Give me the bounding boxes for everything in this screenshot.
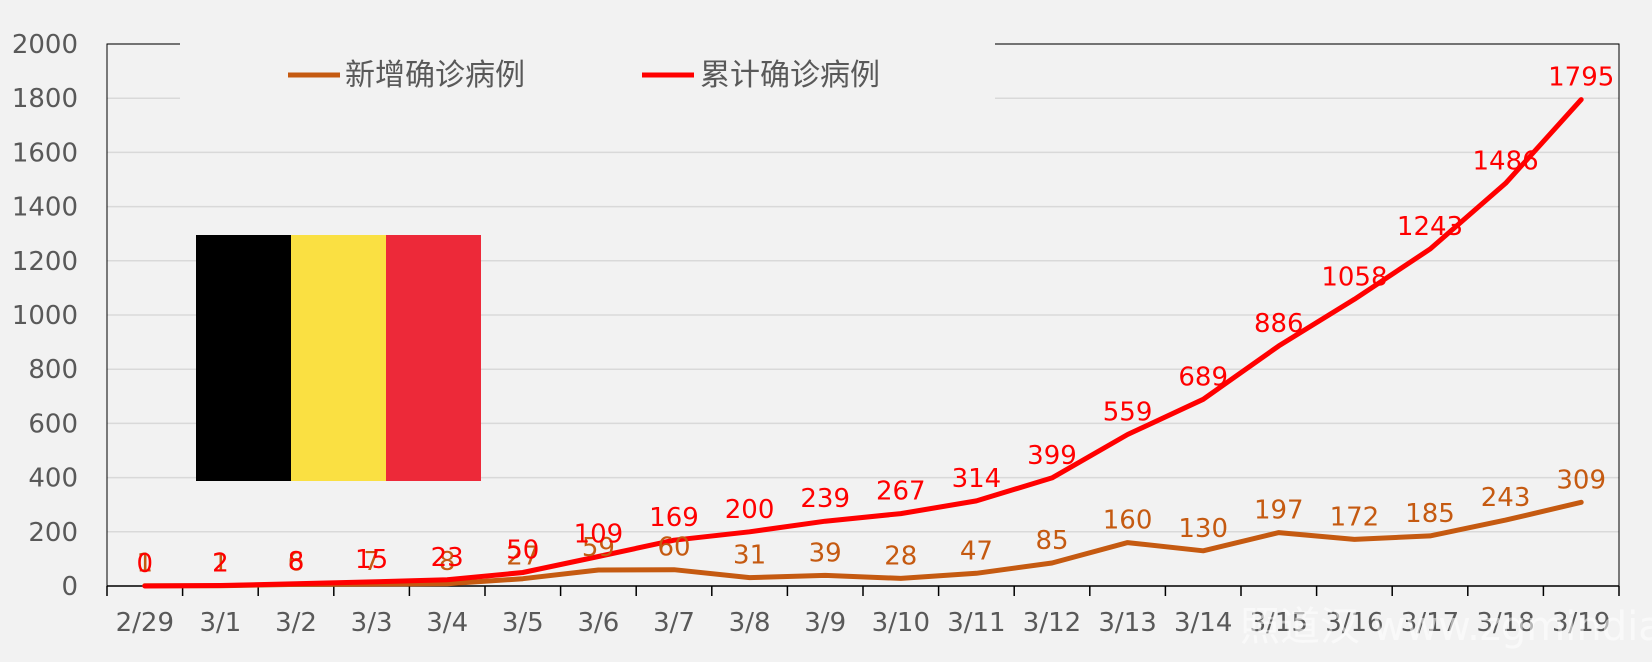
data-label-cumulative-cases: 314 xyxy=(952,464,1002,494)
y-tick-label: 1000 xyxy=(12,301,78,331)
data-label-new-cases: 185 xyxy=(1405,499,1455,529)
x-tick-label: 3/13 xyxy=(1098,608,1156,638)
data-label-new-cases: 31 xyxy=(733,541,766,571)
data-label-cumulative-cases: 109 xyxy=(574,519,624,549)
x-tick-label: 3/4 xyxy=(426,608,468,638)
data-label-cumulative-cases: 239 xyxy=(800,484,850,514)
data-label-new-cases: 85 xyxy=(1035,526,1068,556)
x-tick-label: 3/19 xyxy=(1552,608,1610,638)
y-tick-label: 2000 xyxy=(12,30,78,60)
data-label-cumulative-cases: 50 xyxy=(506,535,539,565)
x-tick-label: 3/8 xyxy=(729,608,771,638)
data-label-cumulative-cases: 1795 xyxy=(1548,63,1614,93)
data-label-cumulative-cases: 15 xyxy=(355,545,388,575)
legend: 新增确诊病例 累计确诊病例 xyxy=(180,40,995,100)
data-label-cumulative-cases: 399 xyxy=(1027,441,1077,471)
data-label-new-cases: 28 xyxy=(884,541,917,571)
data-label-cumulative-cases: 267 xyxy=(876,477,926,507)
data-label-new-cases: 243 xyxy=(1481,483,1531,513)
y-tick-label: 600 xyxy=(28,409,78,439)
data-label-new-cases: 130 xyxy=(1178,514,1228,544)
watermark: 照道汉 www.zgmindian.com xyxy=(1240,604,1652,650)
y-tick-label: 200 xyxy=(28,518,78,548)
x-tick-label: 3/14 xyxy=(1174,608,1232,638)
x-tick-label: 3/3 xyxy=(351,608,393,638)
x-tick-label: 3/1 xyxy=(199,608,241,638)
data-label-new-cases: 197 xyxy=(1254,496,1304,526)
x-tick-label: 3/5 xyxy=(502,608,544,638)
legend-label-cumulative-cases: 累计确诊病例 xyxy=(700,58,880,93)
y-tick-label: 1200 xyxy=(12,247,78,277)
data-label-new-cases: 6 xyxy=(288,547,305,577)
data-label-cumulative-cases: 200 xyxy=(725,495,775,525)
data-label-cumulative-cases: 0 xyxy=(137,549,154,579)
x-tick-label: 3/15 xyxy=(1250,608,1308,638)
data-label-cumulative-cases: 1243 xyxy=(1397,212,1463,242)
x-tick-label: 2/29 xyxy=(116,608,174,638)
legend-label-new-cases: 新增确诊病例 xyxy=(345,58,525,93)
x-tick-label: 3/17 xyxy=(1401,608,1459,638)
x-tick-label: 3/9 xyxy=(804,608,846,638)
data-label-new-cases: 309 xyxy=(1556,465,1606,495)
data-label-new-cases: 1 xyxy=(137,549,154,579)
data-label-cumulative-cases: 2 xyxy=(212,548,229,578)
y-tick-label: 400 xyxy=(28,464,78,494)
flag-stripe-yellow xyxy=(291,235,387,481)
data-label-cumulative-cases: 689 xyxy=(1178,362,1228,392)
data-label-cumulative-cases: 1486 xyxy=(1473,146,1539,176)
data-label-cumulative-cases: 169 xyxy=(649,503,699,533)
data-label-cumulative-cases: 8 xyxy=(288,547,305,577)
data-label-cumulative-cases: 559 xyxy=(1103,398,1153,428)
series xyxy=(142,97,1584,589)
data-label-new-cases: 59 xyxy=(582,533,615,563)
x-tick-label: 3/18 xyxy=(1476,608,1534,638)
x-tick-label: 3/12 xyxy=(1023,608,1081,638)
data-label-cumulative-cases: 23 xyxy=(431,543,464,573)
series-line-cumulative-cases xyxy=(142,97,1584,589)
y-tick-label: 800 xyxy=(28,355,78,385)
x-tick-label: 3/6 xyxy=(577,608,619,638)
data-label-new-cases: 172 xyxy=(1330,502,1380,532)
legend-background xyxy=(180,40,995,100)
x-tick-label: 3/11 xyxy=(947,608,1005,638)
y-tick-label: 1800 xyxy=(12,84,78,114)
x-tick-label: 3/16 xyxy=(1325,608,1383,638)
data-label-cumulative-cases: 1058 xyxy=(1321,262,1387,292)
data-label-new-cases: 39 xyxy=(809,538,842,568)
y-axis: 0 200 400 600 800 1000 1200 1400 1600 1800 2000 xyxy=(12,30,78,602)
data-label-new-cases: 47 xyxy=(960,536,993,566)
data-label-new-cases: 8 xyxy=(439,547,456,577)
y-tick-label: 1600 xyxy=(12,138,78,168)
y-tick-label: 1400 xyxy=(12,193,78,223)
flag-stripe-red xyxy=(386,235,481,481)
y-tick-label: 0 xyxy=(61,572,78,602)
belgium-flag xyxy=(196,235,481,481)
x-tick-label: 3/7 xyxy=(653,608,695,638)
x-axis: 2/29 3/1 3/2 3/3 3/4 3/5 3/6 3/7 3/8 3/9 3/10 3/11 3… xyxy=(106,586,1620,638)
x-tick-label: 3/10 xyxy=(872,608,930,638)
data-label-cumulative-cases: 886 xyxy=(1254,309,1304,339)
x-tick-label: 3/2 xyxy=(275,608,317,638)
data-label-new-cases: 27 xyxy=(506,542,539,572)
data-label-new-cases: 7 xyxy=(363,547,380,577)
data-label-new-cases: 160 xyxy=(1103,506,1153,536)
data-label-new-cases: 60 xyxy=(657,533,690,563)
data-label-new-cases: 1 xyxy=(212,549,229,579)
flag-stripe-black xyxy=(196,235,292,481)
